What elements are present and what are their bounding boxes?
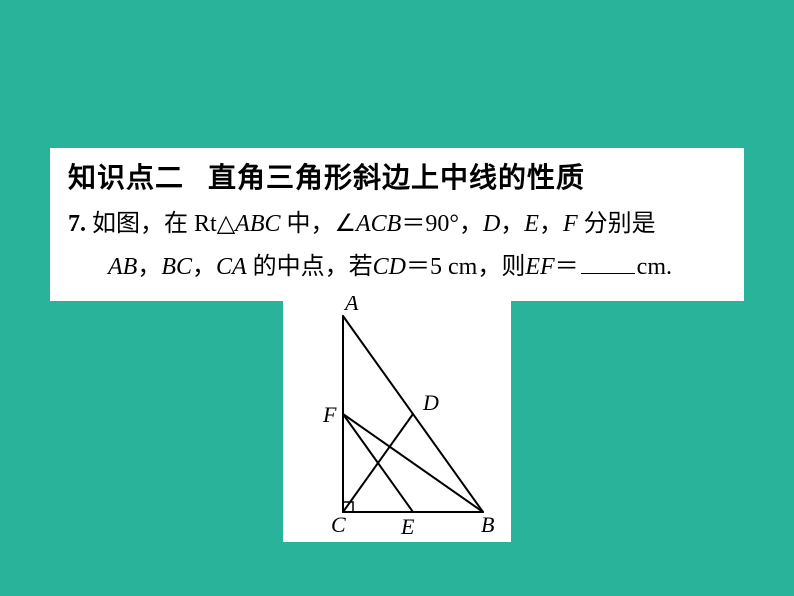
t-CD: CD [373,254,406,280]
t-s4: 分别是 [578,211,656,237]
t-F: F [563,211,578,237]
t-AB: AB [108,254,137,280]
t-s5: 的中点，若 [247,254,373,280]
t-s3: ， [459,211,483,237]
t-CA: CA [216,254,247,280]
t-tri: △ [217,211,235,237]
problem-text: 7. 如图，在 Rt△ABC 中，∠ACB＝90°，D，E，F 分别是 AB，B… [68,203,726,289]
t-BC: BC [161,254,192,280]
t-cm1: cm [448,254,477,280]
kp-number: 知识点二 [68,162,184,193]
t-c2: ， [539,211,563,237]
svg-text:F: F [322,402,337,427]
question-panel: 知识点二直角三角形斜边上中线的性质 7. 如图，在 Rt△ABC 中，∠ACB＝… [50,148,744,301]
svg-text:D: D [422,390,439,415]
t-eq5: ＝5 [406,254,448,280]
t-s2: 中， [280,211,334,237]
problem-line-2: AB，BC，CA 的中点，若CD＝5 cm，则EF＝cm. [68,246,726,289]
answer-blank [581,249,635,274]
t-EF: EF [525,254,554,280]
t-s1: 如图，在 Rt [92,211,217,237]
t-end: . [666,254,672,280]
svg-text:C: C [331,512,346,537]
problem-number: 7. [68,211,86,237]
t-E: E [524,211,539,237]
t-c4: ， [192,254,216,280]
t-angle: ∠ [334,211,356,237]
t-ACB: ACB [356,211,401,237]
t-D: D [483,211,500,237]
triangle-svg: A B C D E F [283,296,511,542]
figure-edges [343,316,483,512]
svg-text:B: B [481,512,494,537]
t-eq: ＝ [555,254,579,280]
problem-line-1: 7. 如图，在 Rt△ABC 中，∠ACB＝90°，D，E，F 分别是 [68,203,726,246]
knowledge-point-heading: 知识点二直角三角形斜边上中线的性质 [68,156,726,201]
svg-text:A: A [343,296,359,315]
t-c1: ， [500,211,524,237]
t-s6: ，则 [477,254,525,280]
t-eq90: ＝90 [401,211,449,237]
t-c3: ， [137,254,161,280]
t-deg: ° [449,211,459,237]
triangle-figure: A B C D E F [283,296,511,542]
svg-text:E: E [400,514,415,539]
kp-title: 直角三角形斜边上中线的性质 [208,162,585,193]
t-ABC: ABC [235,211,280,237]
t-cm2: cm [637,254,666,280]
